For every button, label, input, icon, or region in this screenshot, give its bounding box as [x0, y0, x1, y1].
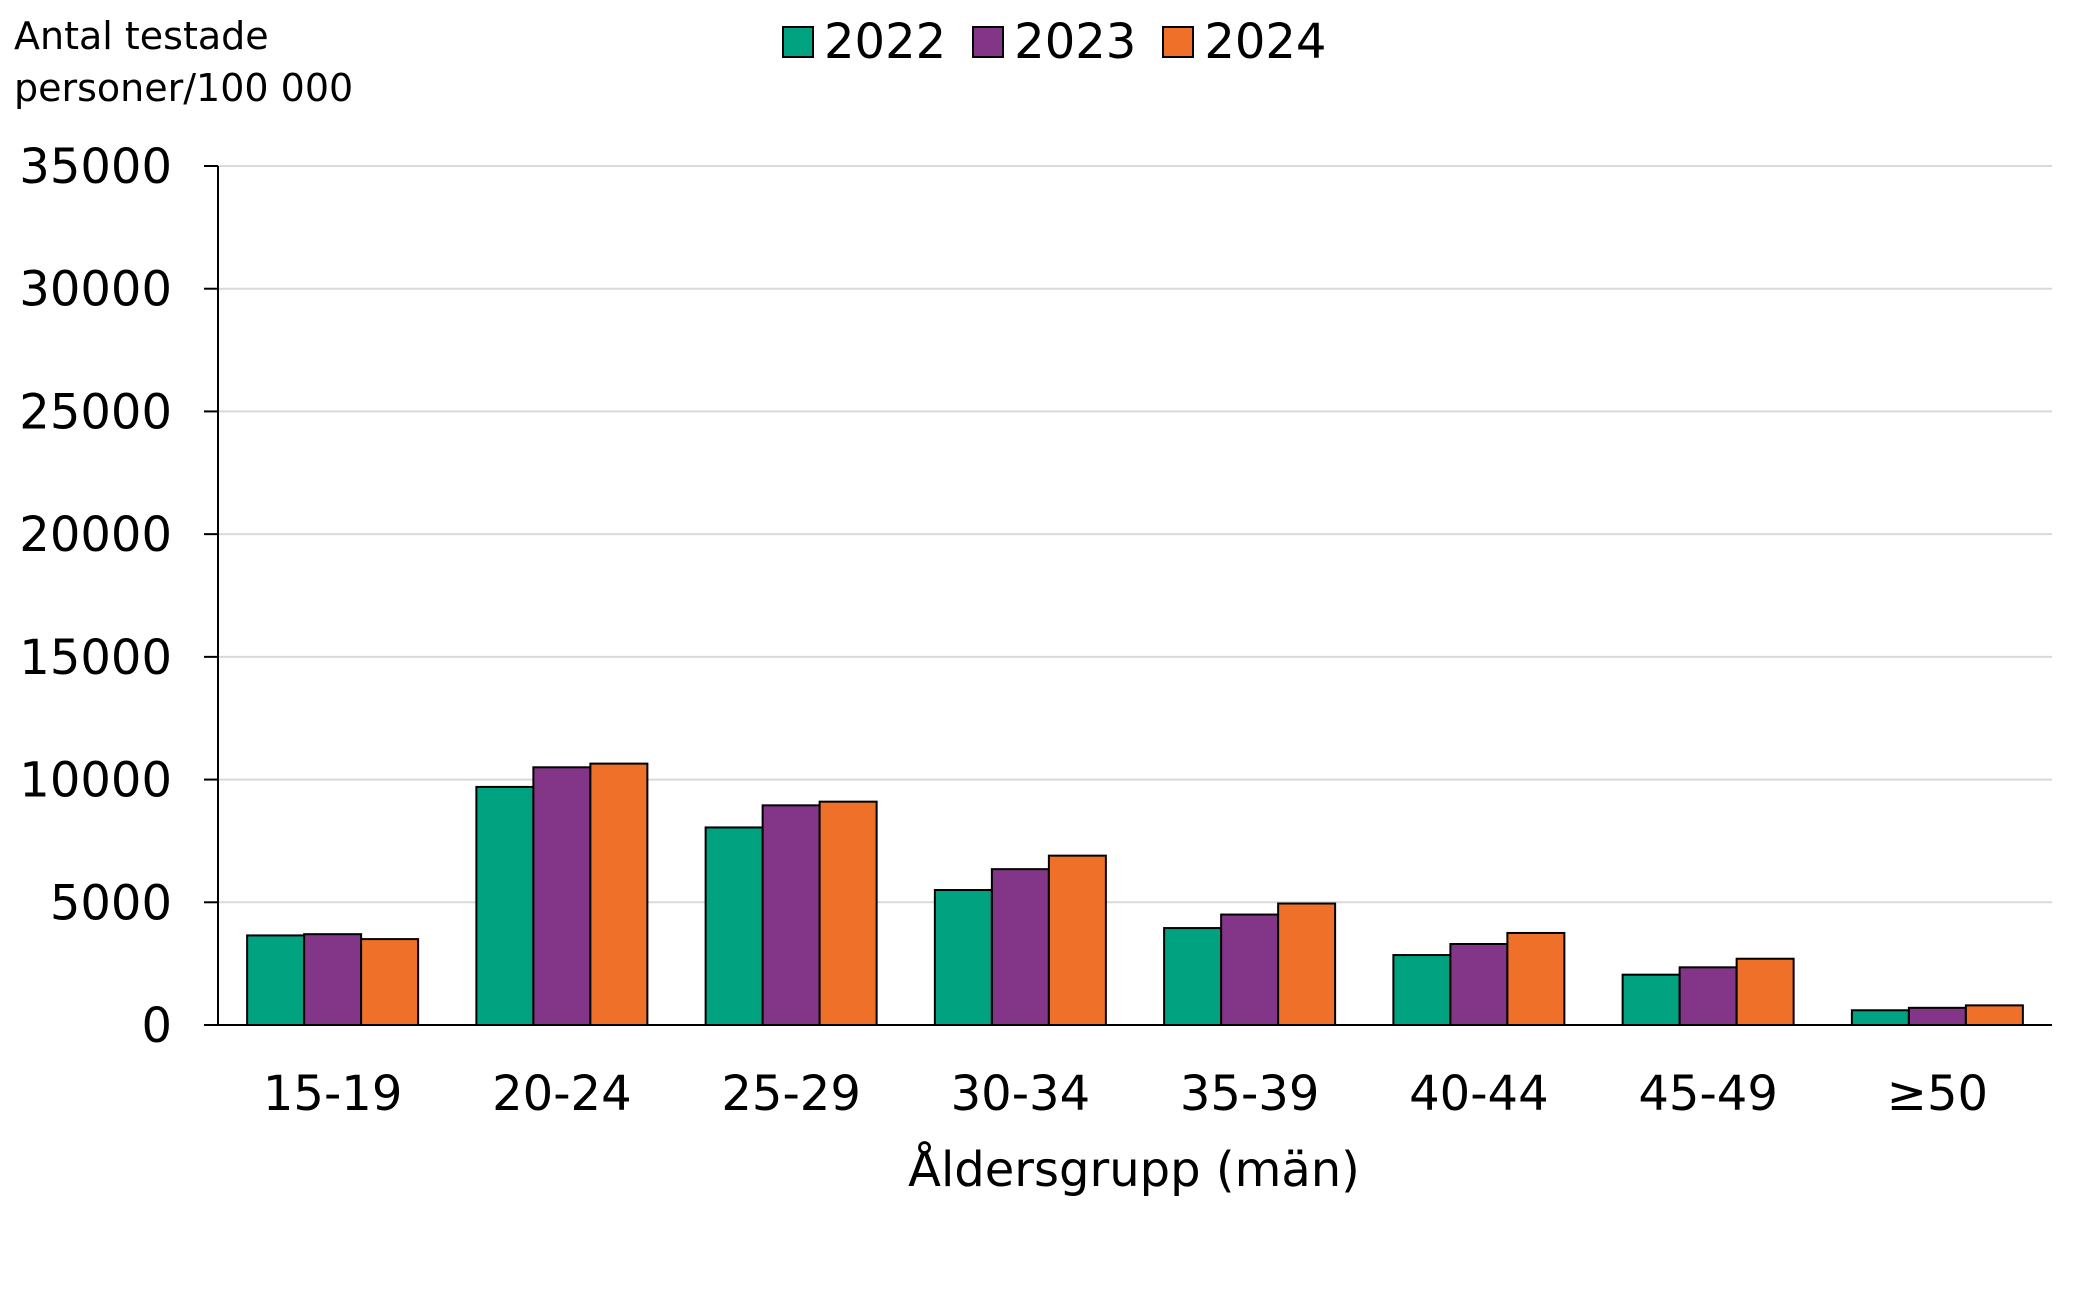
x-category-label: 40-44 [1409, 1066, 1548, 1122]
y-tick-label: 35000 [19, 139, 172, 195]
x-category-label: 15-19 [263, 1066, 402, 1122]
bar-2023-20-24 [533, 767, 590, 1025]
bar-2022-40-44 [1393, 955, 1450, 1025]
x-category-label: 30-34 [951, 1066, 1090, 1122]
bar-2023-30-34 [992, 869, 1049, 1025]
bar-2023-15-19 [304, 934, 361, 1025]
bar-2024-45-49 [1737, 959, 1794, 1025]
x-category-label: 45-49 [1638, 1066, 1777, 1122]
bar-2023-≥50 [1909, 1008, 1966, 1025]
x-category-labels: 15-19 20-24 25-29 30-34 35-39 40-44 45-49 ≥50 [263, 1066, 1988, 1122]
bar-2024-40-44 [1507, 933, 1564, 1025]
x-category-label: ≥50 [1887, 1066, 1988, 1122]
bars [247, 764, 2023, 1025]
bar-2022-30-34 [935, 890, 992, 1025]
bar-2024-25-29 [820, 802, 877, 1025]
bar-2024-35-39 [1278, 904, 1335, 1025]
x-axis-title: Åldersgrupp (män) [908, 1141, 1360, 1198]
bar-2024-20-24 [590, 764, 647, 1025]
x-category-label: 35-39 [1180, 1066, 1319, 1122]
bar-2023-35-39 [1221, 915, 1278, 1025]
y-tick-label: 20000 [19, 507, 172, 563]
x-category-label: 20-24 [492, 1066, 631, 1122]
y-tick-label: 15000 [19, 630, 172, 686]
bar-2022-≥50 [1852, 1010, 1909, 1025]
bar-2023-25-29 [763, 805, 820, 1025]
y-tick-labels: 0 5000 10000 15000 20000 25000 30000 35000 [19, 139, 172, 1054]
y-tick-label: 10000 [19, 753, 172, 809]
bar-2024-15-19 [361, 939, 418, 1025]
bar-2024-≥50 [1966, 1005, 2023, 1025]
bar-2022-20-24 [476, 787, 533, 1025]
x-category-label: 25-29 [721, 1066, 860, 1122]
bar-2023-40-44 [1450, 944, 1507, 1025]
bar-2022-15-19 [247, 935, 304, 1025]
y-tick-label: 30000 [19, 262, 172, 318]
y-tick-label: 25000 [19, 384, 172, 440]
y-tick-label: 0 [141, 998, 172, 1054]
y-tick-label: 5000 [50, 875, 172, 931]
bar-2022-45-49 [1623, 975, 1680, 1025]
bar-2022-35-39 [1164, 928, 1221, 1025]
bar-2023-45-49 [1680, 967, 1737, 1025]
bar-2024-30-34 [1049, 856, 1106, 1025]
bar-2022-25-29 [706, 827, 763, 1025]
